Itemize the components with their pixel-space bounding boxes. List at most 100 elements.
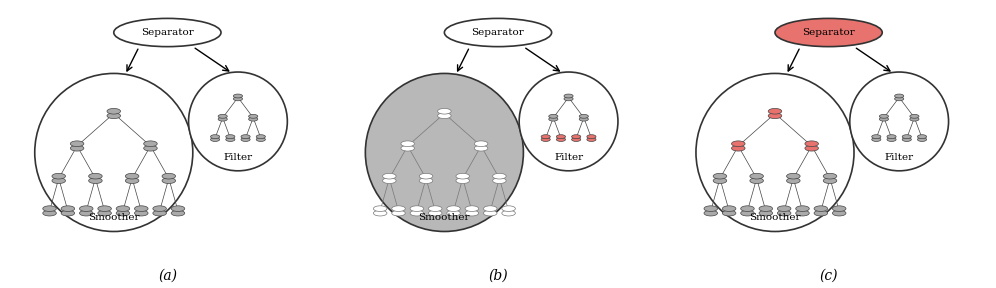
Ellipse shape [52, 178, 66, 183]
Ellipse shape [391, 210, 405, 216]
Ellipse shape [374, 210, 386, 216]
Ellipse shape [256, 135, 265, 139]
Ellipse shape [787, 178, 800, 183]
Ellipse shape [894, 97, 903, 101]
Ellipse shape [474, 145, 488, 151]
Ellipse shape [564, 97, 573, 101]
Ellipse shape [872, 138, 880, 141]
Ellipse shape [71, 145, 84, 151]
Ellipse shape [541, 138, 550, 141]
Ellipse shape [241, 135, 250, 139]
Ellipse shape [114, 18, 221, 47]
Ellipse shape [89, 178, 103, 183]
Circle shape [188, 72, 287, 171]
Ellipse shape [731, 145, 745, 151]
Ellipse shape [134, 210, 148, 216]
Text: Smoother: Smoother [418, 213, 470, 222]
Ellipse shape [483, 210, 497, 216]
Ellipse shape [814, 206, 828, 211]
Ellipse shape [787, 173, 800, 179]
Ellipse shape [419, 173, 433, 179]
Ellipse shape [80, 210, 93, 216]
Ellipse shape [833, 210, 846, 216]
Ellipse shape [759, 206, 773, 211]
Ellipse shape [750, 178, 763, 183]
Ellipse shape [465, 210, 479, 216]
Ellipse shape [447, 210, 460, 216]
Ellipse shape [107, 113, 121, 119]
Ellipse shape [541, 135, 550, 139]
Ellipse shape [249, 114, 258, 118]
Ellipse shape [587, 138, 596, 141]
Ellipse shape [98, 210, 112, 216]
Circle shape [35, 73, 193, 232]
Ellipse shape [778, 206, 791, 211]
Ellipse shape [778, 210, 791, 216]
Ellipse shape [887, 135, 896, 139]
Ellipse shape [233, 97, 242, 101]
Ellipse shape [564, 94, 573, 98]
Text: (b): (b) [488, 268, 508, 282]
Ellipse shape [731, 141, 745, 147]
Ellipse shape [768, 109, 782, 114]
Ellipse shape [722, 206, 736, 211]
Text: Separator: Separator [141, 28, 194, 37]
Ellipse shape [902, 138, 911, 141]
Ellipse shape [401, 141, 414, 147]
Ellipse shape [474, 141, 488, 147]
Ellipse shape [580, 114, 589, 118]
Circle shape [850, 72, 948, 171]
Ellipse shape [580, 117, 589, 121]
Ellipse shape [759, 210, 773, 216]
Ellipse shape [210, 135, 220, 139]
Ellipse shape [98, 206, 112, 211]
Ellipse shape [465, 206, 479, 211]
Ellipse shape [125, 173, 138, 179]
Ellipse shape [768, 113, 782, 119]
Ellipse shape [382, 173, 396, 179]
Ellipse shape [713, 178, 727, 183]
Ellipse shape [233, 94, 242, 98]
Ellipse shape [704, 210, 717, 216]
Ellipse shape [117, 206, 129, 211]
Text: Filter: Filter [554, 153, 583, 162]
Ellipse shape [256, 138, 265, 141]
Ellipse shape [125, 178, 138, 183]
Ellipse shape [437, 113, 451, 119]
Ellipse shape [218, 114, 227, 118]
Ellipse shape [750, 173, 763, 179]
Ellipse shape [171, 206, 184, 211]
Ellipse shape [902, 135, 911, 139]
Ellipse shape [374, 206, 386, 211]
Ellipse shape [61, 206, 75, 211]
Ellipse shape [152, 206, 166, 211]
Ellipse shape [775, 18, 882, 47]
Ellipse shape [879, 114, 888, 118]
Text: (a): (a) [158, 268, 177, 282]
Ellipse shape [162, 178, 175, 183]
Ellipse shape [493, 178, 506, 183]
Ellipse shape [549, 117, 558, 121]
Ellipse shape [171, 210, 184, 216]
Ellipse shape [741, 206, 754, 211]
Ellipse shape [134, 206, 148, 211]
Ellipse shape [824, 173, 837, 179]
Ellipse shape [483, 206, 497, 211]
Ellipse shape [80, 206, 93, 211]
Ellipse shape [502, 206, 515, 211]
Ellipse shape [814, 210, 828, 216]
Circle shape [366, 73, 524, 232]
Text: Separator: Separator [802, 28, 855, 37]
Ellipse shape [410, 210, 423, 216]
Text: Separator: Separator [472, 28, 524, 37]
Ellipse shape [587, 135, 596, 139]
Ellipse shape [741, 210, 754, 216]
Text: Filter: Filter [884, 153, 913, 162]
Ellipse shape [143, 141, 157, 147]
Ellipse shape [872, 135, 880, 139]
Ellipse shape [572, 135, 581, 139]
Ellipse shape [456, 178, 469, 183]
Ellipse shape [549, 114, 558, 118]
Ellipse shape [502, 210, 515, 216]
Ellipse shape [143, 145, 157, 151]
